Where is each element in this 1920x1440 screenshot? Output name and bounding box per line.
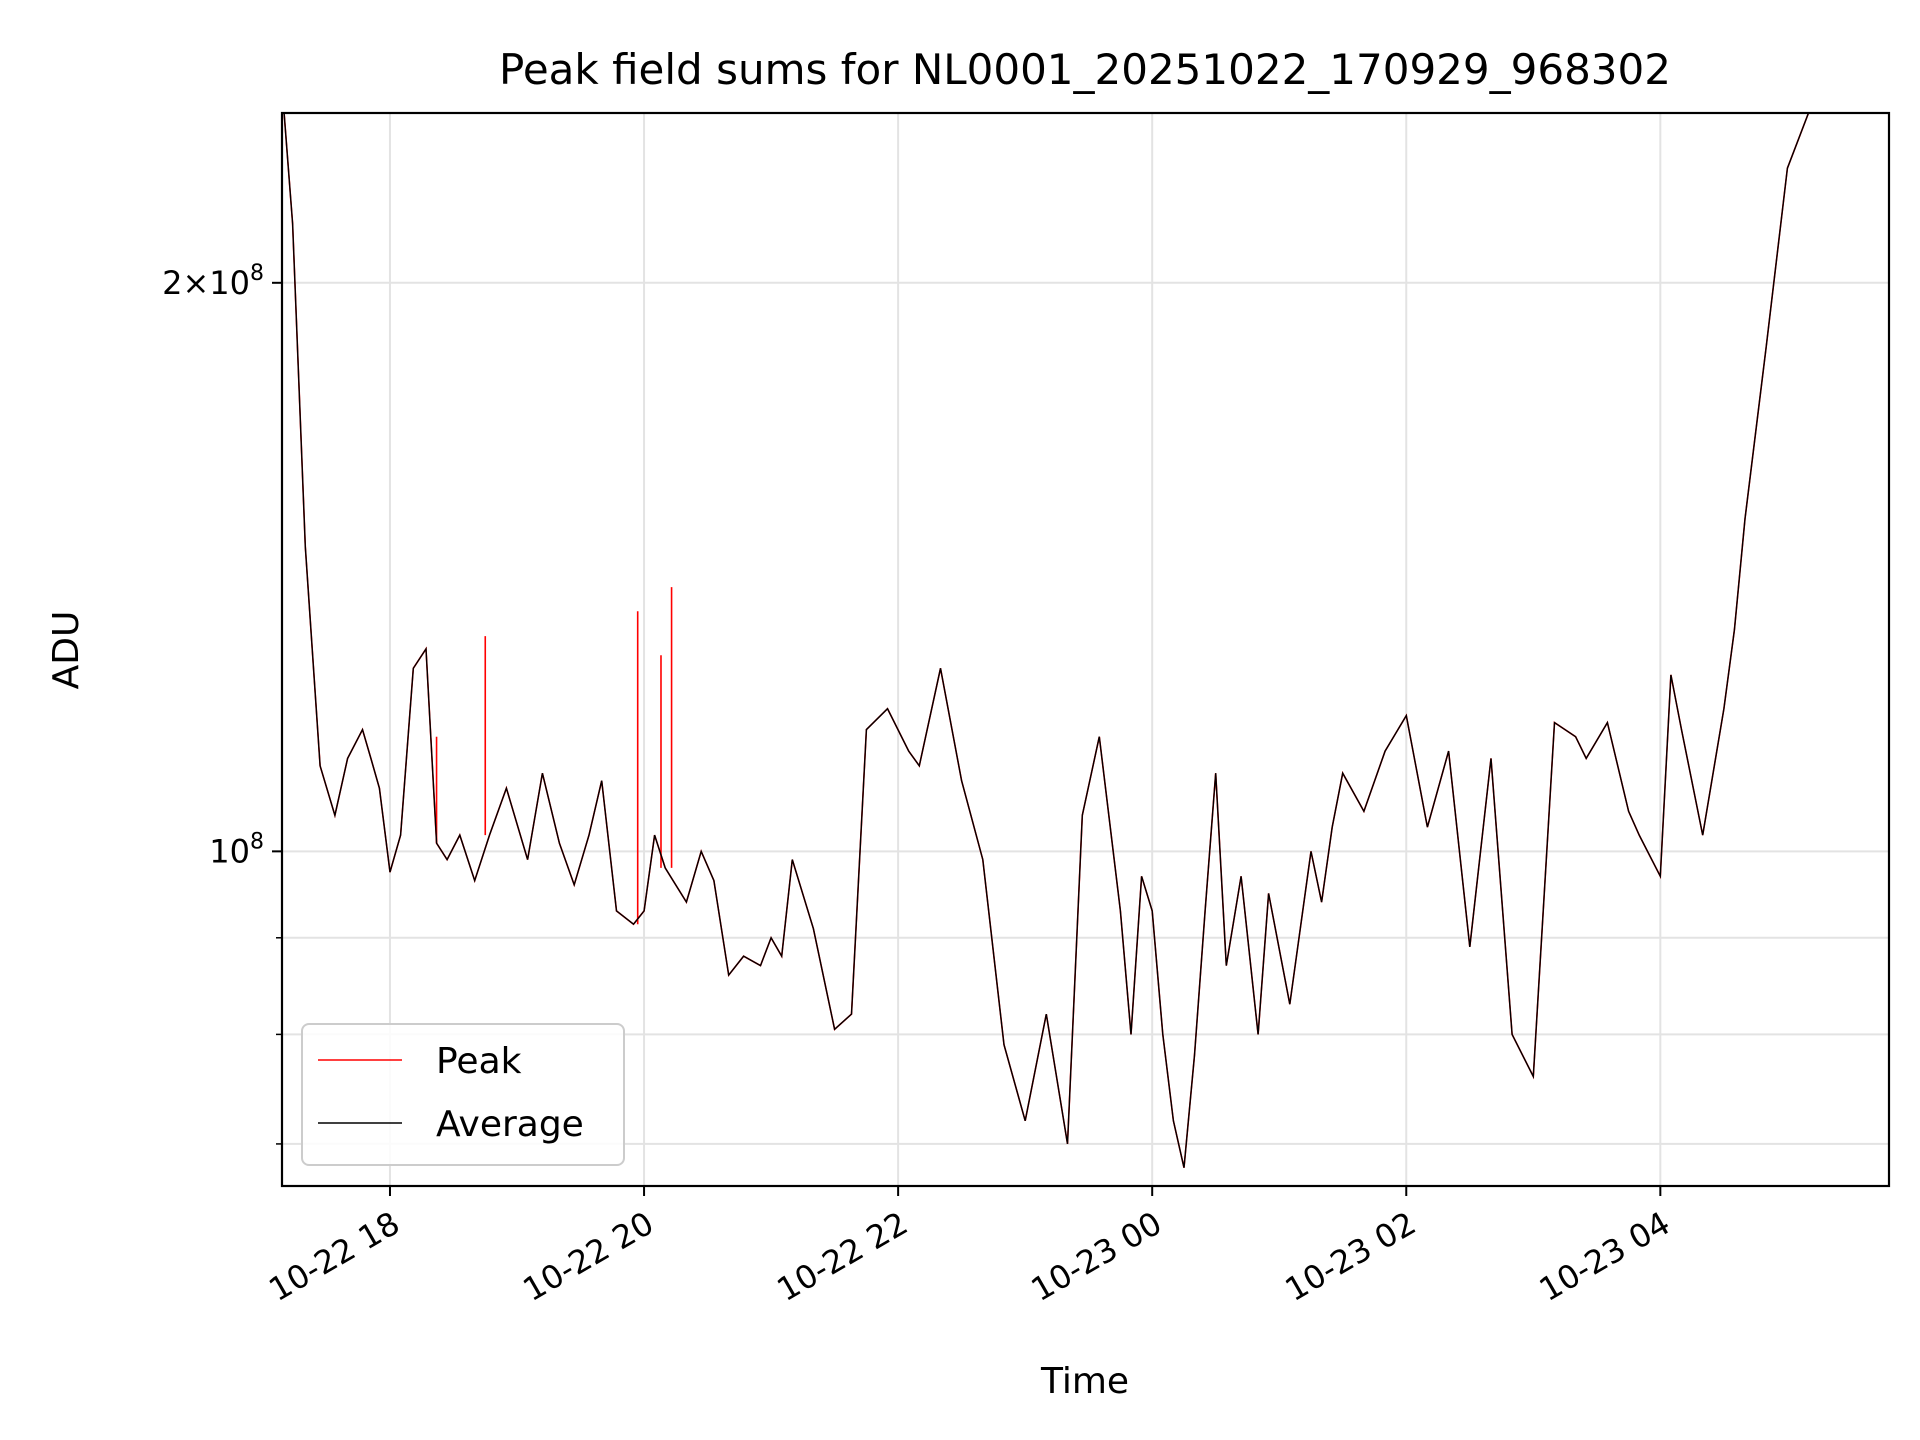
average-line [282,112,1889,1168]
y-axis-title: ADU [46,611,87,690]
x-axis-title: Time [1040,1361,1129,1402]
y-tick-label: 108 [209,829,264,870]
series-average [282,112,1889,1168]
legend-label-average: Average [436,1104,584,1145]
y-tick-label: 2×108 [162,261,264,302]
legend: Peak Average [301,1023,625,1166]
y-axis: 108 2×108 [162,261,282,1145]
chart-title: Peak field sums for NL0001_20251022_1709… [499,45,1671,94]
legend-label-peak: Peak [436,1041,522,1082]
plot-area-frame [280,111,1891,1188]
